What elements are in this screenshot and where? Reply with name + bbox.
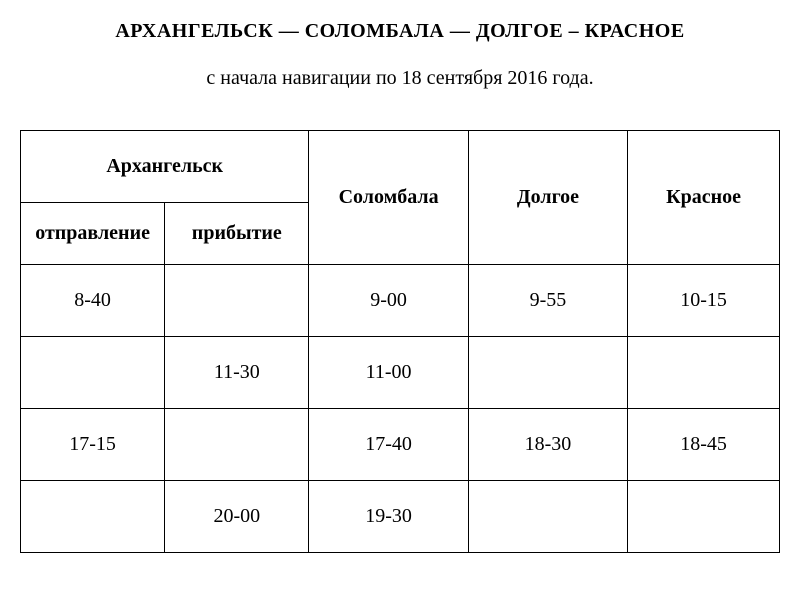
cell-departure: 17-15 bbox=[21, 409, 165, 481]
header-departure: отправление bbox=[21, 203, 165, 265]
cell-arrival bbox=[165, 409, 309, 481]
cell-krasnoe bbox=[628, 337, 780, 409]
cell-krasnoe: 18-45 bbox=[628, 409, 780, 481]
cell-dolgoe: 9-55 bbox=[468, 265, 627, 337]
header-krasnoe: Красное bbox=[628, 131, 780, 265]
header-arrival: прибытие bbox=[165, 203, 309, 265]
cell-krasnoe bbox=[628, 481, 780, 553]
table-row: 17-15 17-40 18-30 18-45 bbox=[21, 409, 780, 481]
cell-krasnoe: 10-15 bbox=[628, 265, 780, 337]
cell-departure bbox=[21, 337, 165, 409]
cell-solombala: 19-30 bbox=[309, 481, 468, 553]
cell-departure bbox=[21, 481, 165, 553]
schedule-body: 8-40 9-00 9-55 10-15 11-30 11-00 17-15 1… bbox=[21, 265, 780, 553]
cell-dolgoe bbox=[468, 481, 627, 553]
table-row: 20-00 19-30 bbox=[21, 481, 780, 553]
cell-solombala: 17-40 bbox=[309, 409, 468, 481]
route-title: АРХАНГЕЛЬСК — СОЛОМБАЛА — ДОЛГОЕ – КРАСН… bbox=[20, 20, 780, 43]
cell-arrival bbox=[165, 265, 309, 337]
cell-solombala: 9-00 bbox=[309, 265, 468, 337]
cell-arrival: 11-30 bbox=[165, 337, 309, 409]
cell-solombala: 11-00 bbox=[309, 337, 468, 409]
date-subtitle: с начала навигации по 18 сентября 2016 г… bbox=[20, 67, 780, 90]
cell-dolgoe bbox=[468, 337, 627, 409]
header-dolgoe: Долгое bbox=[468, 131, 627, 265]
cell-departure: 8-40 bbox=[21, 265, 165, 337]
table-row: 11-30 11-00 bbox=[21, 337, 780, 409]
cell-arrival: 20-00 bbox=[165, 481, 309, 553]
cell-dolgoe: 18-30 bbox=[468, 409, 627, 481]
header-arkhangelsk: Архангельск bbox=[21, 131, 309, 203]
header-solombala: Соломбала bbox=[309, 131, 468, 265]
table-row: 8-40 9-00 9-55 10-15 bbox=[21, 265, 780, 337]
schedule-table: Архангельск Соломбала Долгое Красное отп… bbox=[20, 130, 780, 553]
